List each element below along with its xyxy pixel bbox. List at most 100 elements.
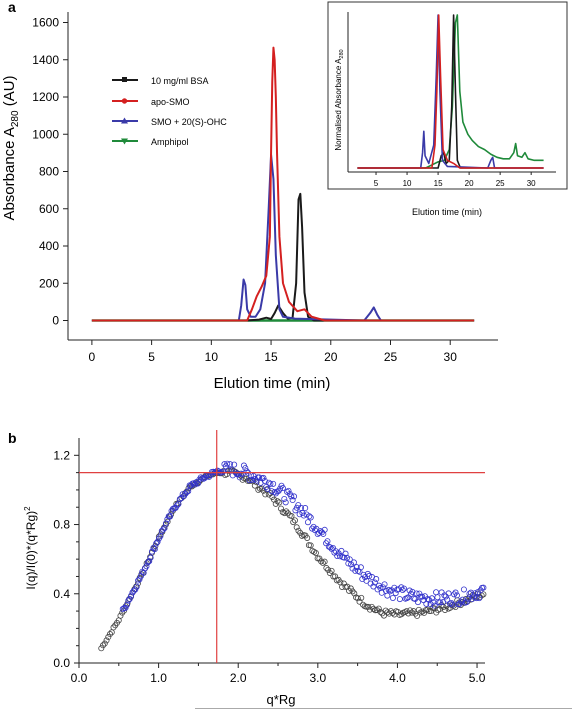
b-point-blue bbox=[153, 540, 160, 547]
b-point-blue bbox=[144, 559, 151, 566]
legend-label-bsa: 10 mg/ml BSA bbox=[151, 76, 209, 86]
b-x-tick-label: 5.0 bbox=[469, 671, 486, 685]
b-point-blue bbox=[146, 558, 153, 565]
b-y-axis-label: I(q)/I(0)*(q*Rg)2 bbox=[23, 506, 38, 590]
b-point-blue bbox=[338, 547, 345, 554]
b-point-grey bbox=[98, 645, 105, 652]
legend-item-apo-smo: apo-SMO bbox=[112, 97, 190, 107]
b-point-blue bbox=[243, 468, 250, 475]
legend-item-smo-ohc: SMO + 20(S)-OHC bbox=[112, 117, 227, 127]
b-point-blue bbox=[128, 592, 135, 599]
b-point-blue bbox=[185, 488, 192, 495]
b-y-tick-label: 0.8 bbox=[53, 518, 70, 532]
b-point-blue bbox=[371, 579, 378, 586]
b-point-grey bbox=[276, 499, 283, 506]
b-point-grey bbox=[281, 510, 288, 517]
b-point-grey bbox=[340, 580, 347, 587]
b-point-blue bbox=[123, 601, 130, 608]
inset-x-tick-label: 5 bbox=[374, 179, 379, 188]
b-point-blue bbox=[281, 495, 288, 502]
chart-a-main: 0 5 10 15 20 25 30 0 200 400 600 800 1000 1200 1400 160… bbox=[1, 12, 498, 392]
b-point-blue bbox=[373, 576, 380, 583]
b-point-grey bbox=[358, 594, 365, 601]
b-point-blue bbox=[437, 599, 444, 606]
b-point-blue bbox=[316, 529, 323, 536]
b-point-grey bbox=[330, 573, 337, 580]
b-point-blue bbox=[357, 564, 364, 571]
inset-x-tick-label: 30 bbox=[527, 179, 536, 188]
x-tick-label: 20 bbox=[324, 350, 338, 364]
b-point-blue bbox=[249, 477, 256, 484]
b-point-blue bbox=[413, 590, 420, 597]
b-point-blue bbox=[154, 538, 161, 545]
y-tick-label: 200 bbox=[39, 276, 59, 290]
b-point-grey bbox=[480, 591, 487, 598]
b-point-blue bbox=[136, 576, 143, 583]
b-point-blue bbox=[392, 590, 399, 597]
b-x-tick-label: 2.0 bbox=[230, 671, 247, 685]
b-x-tick-label: 0.0 bbox=[71, 671, 88, 685]
b-point-blue bbox=[133, 583, 140, 590]
legend-label-amphipol: Amphipol bbox=[151, 137, 189, 147]
a-main-legend: 10 mg/ml BSA apo-SMO SMO + 20(S)-OHC Amp… bbox=[112, 76, 227, 147]
y-tick-label: 1200 bbox=[32, 90, 59, 104]
b-point-blue bbox=[381, 581, 388, 588]
b-point-grey bbox=[442, 606, 449, 613]
b-point-grey bbox=[314, 555, 321, 562]
b-point-blue bbox=[406, 587, 413, 594]
legend-marker-smo-ohc bbox=[121, 117, 128, 124]
b-point-blue bbox=[396, 596, 403, 603]
inset-x-axis-label: Elution time (min) bbox=[412, 207, 482, 217]
b-point-blue bbox=[125, 597, 132, 604]
b-point-blue bbox=[167, 513, 174, 520]
b-point-grey bbox=[325, 566, 332, 573]
x-tick-label: 0 bbox=[89, 350, 96, 364]
b-x-tick-label: 4.0 bbox=[389, 671, 406, 685]
b-point-blue bbox=[289, 497, 296, 504]
b-point-blue bbox=[460, 586, 467, 593]
b-point-grey bbox=[356, 598, 363, 605]
inset-x-tick-label: 20 bbox=[465, 179, 474, 188]
b-point-blue bbox=[385, 586, 392, 593]
b-point-blue bbox=[442, 593, 449, 600]
b-point-blue bbox=[256, 474, 263, 481]
b-point-blue bbox=[345, 560, 352, 567]
b-point-grey bbox=[405, 610, 412, 617]
b-point-blue bbox=[366, 572, 373, 579]
series-line-apo-smo bbox=[91, 46, 475, 322]
b-point-blue bbox=[451, 591, 458, 598]
y-tick-label: 1400 bbox=[32, 53, 59, 67]
b-point-blue bbox=[341, 554, 348, 561]
b-point-grey bbox=[312, 549, 319, 556]
panel-b-label: b bbox=[8, 430, 17, 446]
b-point-blue bbox=[321, 526, 328, 533]
b-point-grey bbox=[373, 607, 380, 614]
b-point-blue bbox=[311, 527, 318, 534]
b-point-blue bbox=[428, 595, 435, 602]
b-point-blue bbox=[271, 489, 278, 496]
b-point-blue bbox=[160, 526, 167, 533]
b-point-blue bbox=[448, 600, 455, 607]
b-point-blue bbox=[389, 594, 396, 601]
b-point-blue bbox=[384, 592, 391, 599]
a-main-x-axis-label: Elution time (min) bbox=[214, 375, 331, 392]
b-point-grey bbox=[134, 580, 141, 587]
b-point-blue bbox=[480, 584, 487, 591]
b-point-grey bbox=[347, 585, 354, 592]
b-point-blue bbox=[151, 546, 158, 553]
b-point-blue bbox=[126, 596, 133, 603]
inset-x-tick-label: 15 bbox=[434, 179, 443, 188]
b-point-blue bbox=[263, 483, 270, 490]
legend-label-smo-ohc: SMO + 20(S)-OHC bbox=[151, 117, 227, 127]
b-point-blue bbox=[296, 511, 303, 518]
b-point-blue bbox=[476, 595, 483, 602]
b-point-blue bbox=[307, 514, 314, 521]
b-point-blue bbox=[150, 544, 157, 551]
b-point-blue bbox=[279, 485, 286, 492]
b-point-blue bbox=[231, 461, 238, 468]
b-point-blue bbox=[291, 493, 298, 500]
b-point-grey bbox=[426, 608, 433, 615]
b-point-grey bbox=[105, 634, 112, 641]
b-point-blue bbox=[143, 563, 150, 570]
b-x-tick-label: 3.0 bbox=[309, 671, 326, 685]
